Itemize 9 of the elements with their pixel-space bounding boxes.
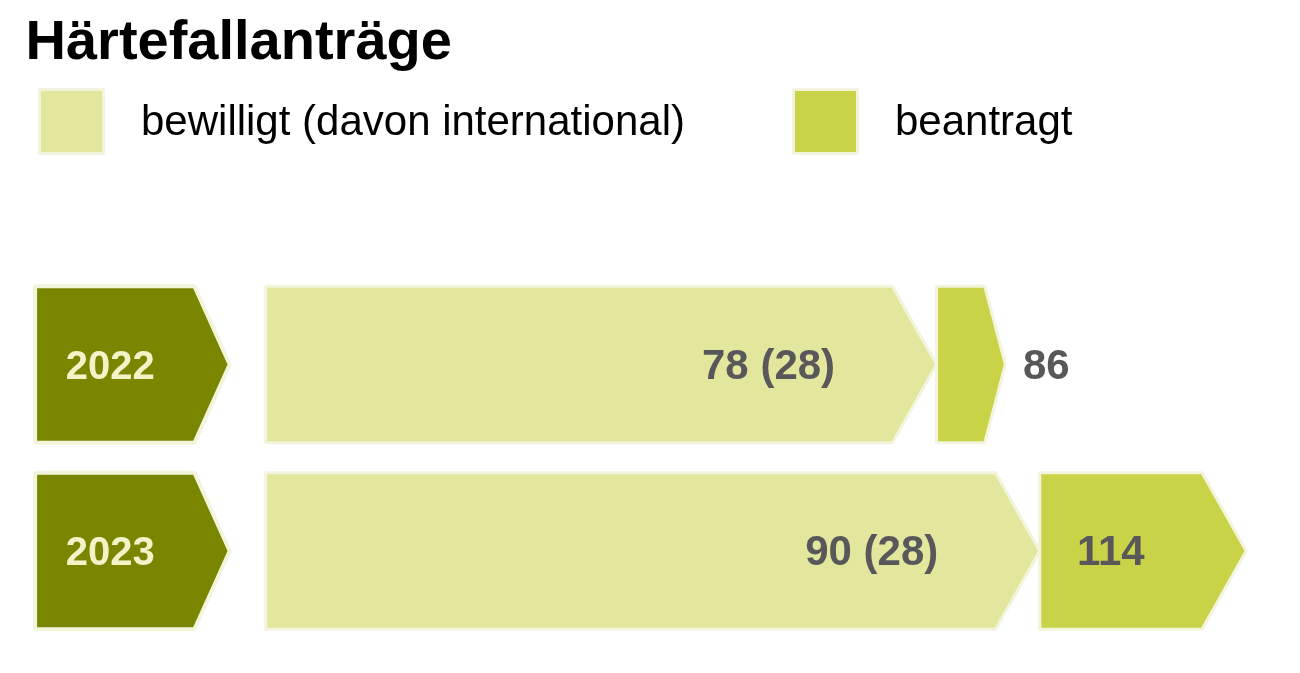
legend-label: beantragt [894,97,1073,145]
data-label: 90 (28) [805,527,939,575]
legend-label: bewilligt (davon international) [141,97,685,145]
data-label: 78 (28) [702,341,836,388]
total-label: 114 [1076,527,1146,575]
total-label: 86 [1023,341,1070,388]
chart-title: Härtefallanträge [25,7,452,71]
y-tick-label: 2022 [65,342,155,387]
y-tick-label: 2023 [65,528,155,573]
